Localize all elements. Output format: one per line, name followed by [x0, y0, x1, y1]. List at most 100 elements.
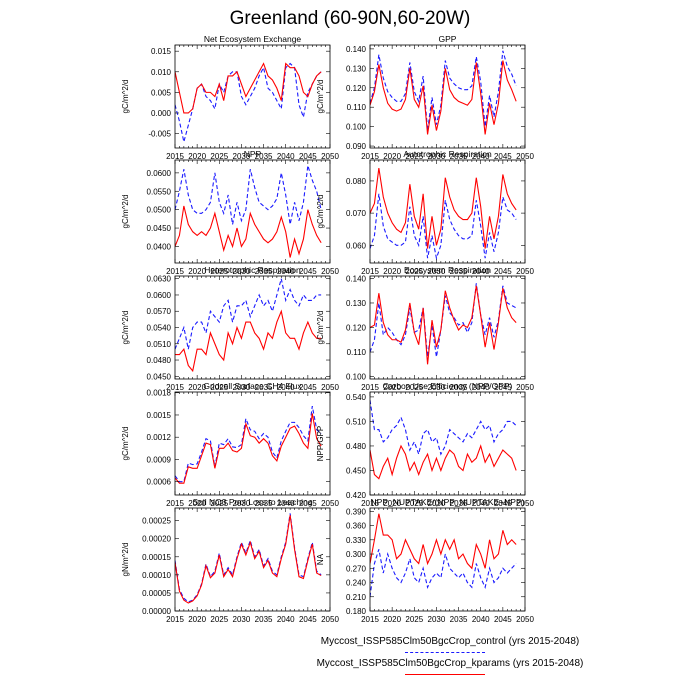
- y-tick-label: 0.480: [346, 442, 367, 451]
- plot-frame: [174, 159, 331, 264]
- series-line-control: [370, 549, 517, 597]
- y-tick-label: 0.120: [346, 324, 367, 333]
- y-tick-label: 0.060: [346, 241, 367, 250]
- legend-swatch-kparams: [405, 674, 485, 675]
- x-tick-label: 2020: [188, 152, 206, 161]
- x-tick-label: 2030: [428, 615, 446, 624]
- panel-title: Carbon Use Efficiency (NPP/GPP): [383, 381, 513, 391]
- x-tick-label: 2040: [472, 267, 490, 276]
- x-tick-label: 2050: [321, 499, 339, 508]
- x-tick-label: 2035: [450, 267, 468, 276]
- legend-label-kparams: Myccost_ISSP585Clm50BgcCrop_kparams (yrs…: [316, 658, 584, 669]
- plot-frame: [369, 159, 526, 264]
- x-tick-label: 2040: [277, 499, 295, 508]
- plot-frame: [369, 507, 526, 612]
- y-tick-label: 0.110: [347, 103, 367, 112]
- panel-9: Soil NO3 Pool Loss to Leaching gN/m^2/d 20…: [121, 497, 339, 624]
- y-tick-label: 0.0600: [147, 291, 172, 300]
- y-tick-label: 0.0450: [147, 224, 172, 233]
- series-line-kparams: [370, 285, 517, 365]
- panel-6: Ecosystem Respiration gC/m^2/d 2015 2020 202…: [316, 265, 534, 392]
- y-tick-label: 0.00015: [142, 553, 171, 562]
- legend-swatch-control: [405, 652, 485, 653]
- x-tick-label: 2045: [299, 499, 317, 508]
- x-tick-label: 2020: [188, 499, 206, 508]
- x-tick-label: 2015: [166, 499, 184, 508]
- y-tick-label: 0.0018: [147, 389, 172, 398]
- x-tick-label: 2025: [210, 267, 228, 276]
- plot-frame: [369, 44, 526, 149]
- x-tick-label: 2050: [321, 615, 339, 624]
- y-tick-label: 0.00020: [142, 535, 171, 544]
- x-tick-label: 2040: [277, 267, 295, 276]
- y-tick-label: 0.00005: [142, 589, 171, 598]
- y-tick-label: 0.0450: [147, 372, 172, 381]
- panel-title: Heterotrophic Respiration: [204, 265, 301, 275]
- x-tick-label: 2025: [405, 383, 423, 392]
- x-tick-label: 2045: [494, 499, 512, 508]
- series-line-kparams: [175, 205, 322, 258]
- x-tick-label: 2040: [472, 499, 490, 508]
- x-tick-label: 2020: [383, 267, 401, 276]
- y-tick-label: 0.0510: [147, 340, 172, 349]
- series-line-kparams: [370, 513, 517, 570]
- panel-title: NPP: [244, 149, 262, 159]
- series-line-control: [175, 513, 322, 603]
- y-axis-label: gC/m^2/d: [121, 195, 130, 229]
- x-tick-label: 2030: [428, 383, 446, 392]
- series-line-kparams: [175, 309, 322, 373]
- series-line-kparams: [175, 515, 322, 604]
- x-tick-label: 2050: [516, 615, 534, 624]
- x-tick-label: 2035: [450, 152, 468, 161]
- series-line-control: [370, 50, 517, 131]
- y-tick-label: 0.300: [346, 550, 367, 559]
- y-tick-label: 0.360: [346, 522, 367, 531]
- x-tick-label: 2040: [472, 615, 490, 624]
- x-tick-label: 2030: [233, 152, 251, 161]
- y-tick-label: 0.0550: [147, 187, 172, 196]
- figure-title: Greenland (60-90N,60-20W): [229, 8, 471, 29]
- x-tick-label: 2035: [255, 267, 273, 276]
- panel-3: NPP gC/m^2/d 2015 2020 2025 2030 2035 2040 2045 2…: [121, 149, 339, 276]
- x-tick-label: 2025: [210, 615, 228, 624]
- series-line-control: [370, 193, 517, 261]
- x-tick-label: 2040: [472, 152, 490, 161]
- x-tick-label: 2045: [494, 615, 512, 624]
- x-tick-label: 2015: [361, 152, 379, 161]
- y-tick-label: 0.180: [346, 607, 367, 616]
- y-tick-label: 0.00010: [142, 571, 171, 580]
- y-tick-label: 0.010: [151, 68, 172, 77]
- x-tick-label: 2025: [405, 267, 423, 276]
- y-tick-label: 0.015: [151, 47, 172, 56]
- y-tick-label: -0.005: [148, 130, 171, 139]
- x-tick-label: 2045: [299, 383, 317, 392]
- series-line-control: [370, 400, 517, 457]
- x-tick-label: 2035: [255, 383, 273, 392]
- y-tick-label: 0.0500: [147, 206, 172, 215]
- y-tick-label: 0.070: [346, 209, 367, 218]
- legend-label-control: Myccost_ISSP585Clm50BgcCrop_control (yrs…: [320, 636, 580, 647]
- x-tick-label: 2030: [428, 499, 446, 508]
- y-axis-label: NA: [316, 553, 325, 565]
- panel-5: Heterotrophic Respiration gC/m^2/d 2015 202…: [121, 265, 339, 392]
- y-tick-label: 0.0630: [147, 275, 172, 284]
- plot-frame: [174, 44, 331, 149]
- x-tick-label: 2015: [361, 383, 379, 392]
- x-tick-label: 2040: [277, 383, 295, 392]
- x-tick-label: 2015: [166, 152, 184, 161]
- y-tick-label: 0.0600: [147, 169, 172, 178]
- series-line-control: [175, 278, 322, 350]
- y-tick-label: 0.005: [151, 88, 172, 97]
- y-tick-label: 0.140: [346, 45, 367, 54]
- x-tick-label: 2015: [361, 499, 379, 508]
- y-axis-label: gN/m^2/d: [121, 543, 130, 577]
- x-tick-label: 2045: [299, 615, 317, 624]
- x-tick-label: 2040: [277, 615, 295, 624]
- plot-frame: [174, 391, 331, 496]
- y-tick-label: 0.0009: [147, 455, 172, 464]
- x-tick-label: 2020: [383, 152, 401, 161]
- x-tick-label: 2020: [383, 383, 401, 392]
- y-axis-label: gC/m^2/d: [316, 80, 325, 114]
- x-tick-label: 2050: [516, 499, 534, 508]
